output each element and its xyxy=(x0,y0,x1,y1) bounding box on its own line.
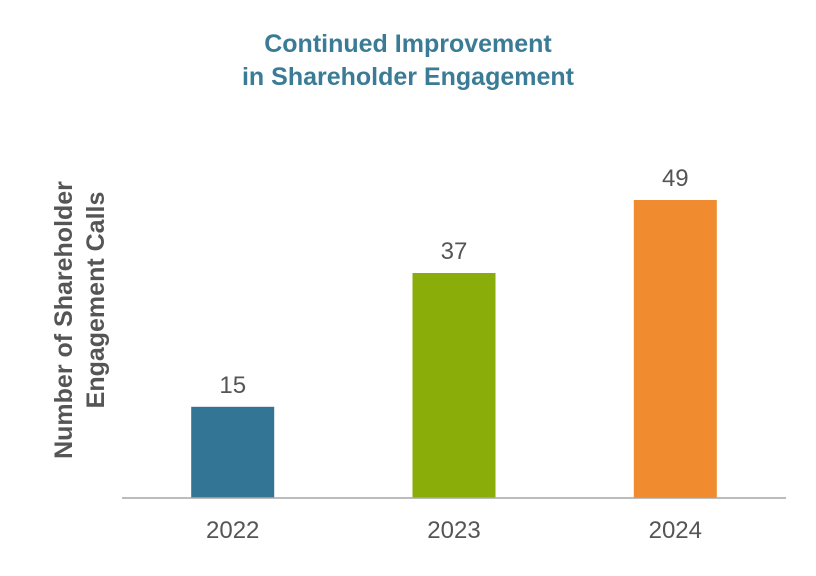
bar-2023 xyxy=(412,273,496,498)
y-axis-label-line-1: Number of Shareholder xyxy=(50,181,78,459)
bar-2024 xyxy=(633,200,717,498)
chart-title-line-2: in Shareholder Engagement xyxy=(242,63,575,91)
bar-series: 15 2022 37 2023 49 2024 xyxy=(191,165,717,544)
data-label-2022: 15 xyxy=(219,372,246,399)
chart-title-line-1: Continued Improvement xyxy=(264,30,552,58)
x-tick-label-2023: 2023 xyxy=(427,517,480,544)
x-tick-label-2024: 2024 xyxy=(649,517,702,544)
data-label-2024: 49 xyxy=(662,165,689,192)
x-tick-label-2022: 2022 xyxy=(206,517,259,544)
bar-2022 xyxy=(191,406,275,498)
data-label-2023: 37 xyxy=(441,238,468,265)
y-axis-label-line-2: Engagement Calls xyxy=(82,192,110,409)
